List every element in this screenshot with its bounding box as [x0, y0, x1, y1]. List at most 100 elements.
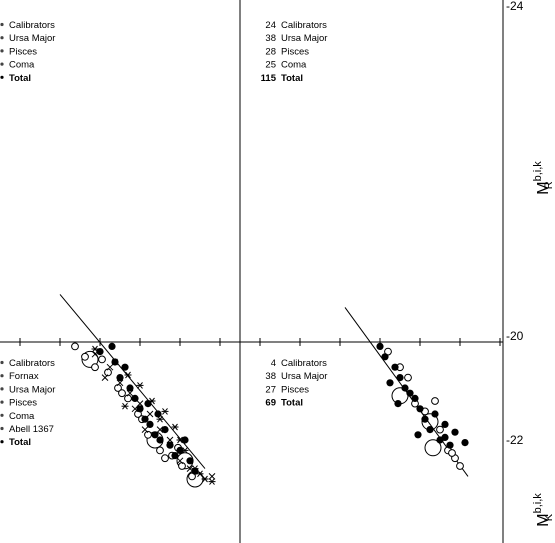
legend-label: Pisces [9, 398, 37, 409]
star-stroke [137, 382, 143, 389]
y-tick-label: -20 [506, 329, 524, 343]
star-stroke [112, 358, 118, 366]
point-cross [126, 389, 134, 397]
point-open [178, 462, 186, 470]
point-filled [406, 389, 414, 397]
y-axis-label-K-text: Mb,i,kK [532, 493, 555, 527]
legend-marker [0, 387, 4, 391]
point-star [136, 382, 144, 389]
legend-marker [0, 400, 4, 404]
point-star [171, 423, 179, 431]
point-cross [116, 379, 124, 387]
point-filled [376, 342, 384, 350]
legend-marker [0, 360, 4, 365]
point-open [81, 352, 89, 361]
legend-label: Ursa Major [281, 33, 327, 44]
point-filled [126, 384, 134, 392]
star-stroke [177, 436, 183, 444]
legend-label: Calibrators [281, 358, 327, 369]
point-cross [176, 457, 184, 465]
legend-label: Coma [9, 60, 35, 71]
y-axis-label-R-text: Mb,i,kR [532, 161, 555, 195]
point-filled [166, 441, 174, 449]
point-star [208, 478, 216, 485]
point-filled [426, 426, 434, 434]
star-stroke [192, 465, 198, 472]
point-star [176, 436, 184, 444]
point-open-large [424, 439, 442, 457]
point-filled [146, 420, 154, 428]
star-stroke [209, 478, 215, 485]
legend-count: 38 [265, 371, 276, 382]
legend-marker [0, 22, 4, 27]
point-filled [441, 433, 449, 441]
point-filled [181, 436, 189, 444]
point-star [124, 371, 132, 379]
point-cross [91, 350, 99, 358]
y-axis-label-K: Mb,i,kK [532, 493, 555, 527]
point-filled [441, 420, 449, 428]
legend-count: 115 [261, 73, 277, 84]
cross-stroke [208, 473, 216, 480]
point-star [121, 402, 129, 410]
point-filled [411, 394, 419, 402]
point-filled [131, 394, 139, 402]
star-stroke [172, 423, 178, 431]
legend-count: 27 [265, 384, 276, 395]
point-open [456, 462, 464, 470]
cross-stroke [106, 363, 114, 371]
cross-stroke [136, 400, 144, 407]
point-filled [156, 436, 164, 444]
cross-stroke [176, 457, 184, 465]
star-stroke [157, 415, 163, 423]
cross-stroke [91, 350, 99, 358]
star-stroke [125, 371, 131, 379]
point-cross [131, 405, 139, 413]
legends: Calibrators Ursa Major Pisces Coma Total 24 Ca… [0, 20, 327, 448]
legend-label: Total [9, 437, 31, 448]
point-filled [446, 441, 454, 449]
y-axis-label-R: Mb,i,kR [532, 161, 555, 195]
point-filled [461, 439, 469, 447]
point-star [148, 397, 156, 405]
point-filled [394, 400, 402, 408]
point-star [156, 415, 164, 423]
legend-label: Pisces [281, 384, 309, 395]
cross-stroke [186, 465, 194, 472]
legend-label: Total [281, 398, 303, 409]
star-stroke [182, 447, 188, 454]
point-filled [396, 374, 404, 382]
point-open [436, 425, 444, 434]
point-filled [451, 428, 459, 436]
cross-stroke [131, 405, 139, 413]
point-cross [141, 426, 149, 433]
point-cross [186, 465, 194, 472]
legend-count: 24 [265, 20, 276, 31]
point-filled [151, 431, 159, 439]
point-cross [101, 374, 109, 381]
cross-stroke [101, 374, 109, 381]
legend-bottom-right: 4 Calibrators 38 Ursa Major 27 Pisces 69 Total [265, 358, 327, 409]
point-filled [108, 342, 116, 350]
point-filled [416, 405, 424, 413]
legend-label: Abell 1367 [9, 424, 54, 435]
legend-label: Fornax [9, 371, 39, 382]
cross-stroke [126, 389, 134, 397]
point-cross [156, 426, 164, 433]
legend-marker [0, 413, 4, 417]
point-cross [106, 363, 114, 371]
point-filled [171, 452, 179, 460]
legend-marker [0, 49, 4, 53]
legend-count: 69 [265, 398, 276, 409]
star-stroke [197, 470, 203, 478]
legend-count: 25 [265, 60, 276, 71]
point-star [196, 470, 204, 478]
legend-bottom-left: Calibrators Fornax Ursa Major Pisces Coma Abe… [0, 358, 55, 448]
point-cross [208, 473, 216, 480]
cross-stroke [146, 410, 154, 418]
legend-marker [0, 62, 4, 66]
point-filled [191, 467, 199, 475]
legend-count: 4 [271, 358, 276, 369]
point-open [156, 446, 164, 455]
point-filled [154, 410, 162, 418]
